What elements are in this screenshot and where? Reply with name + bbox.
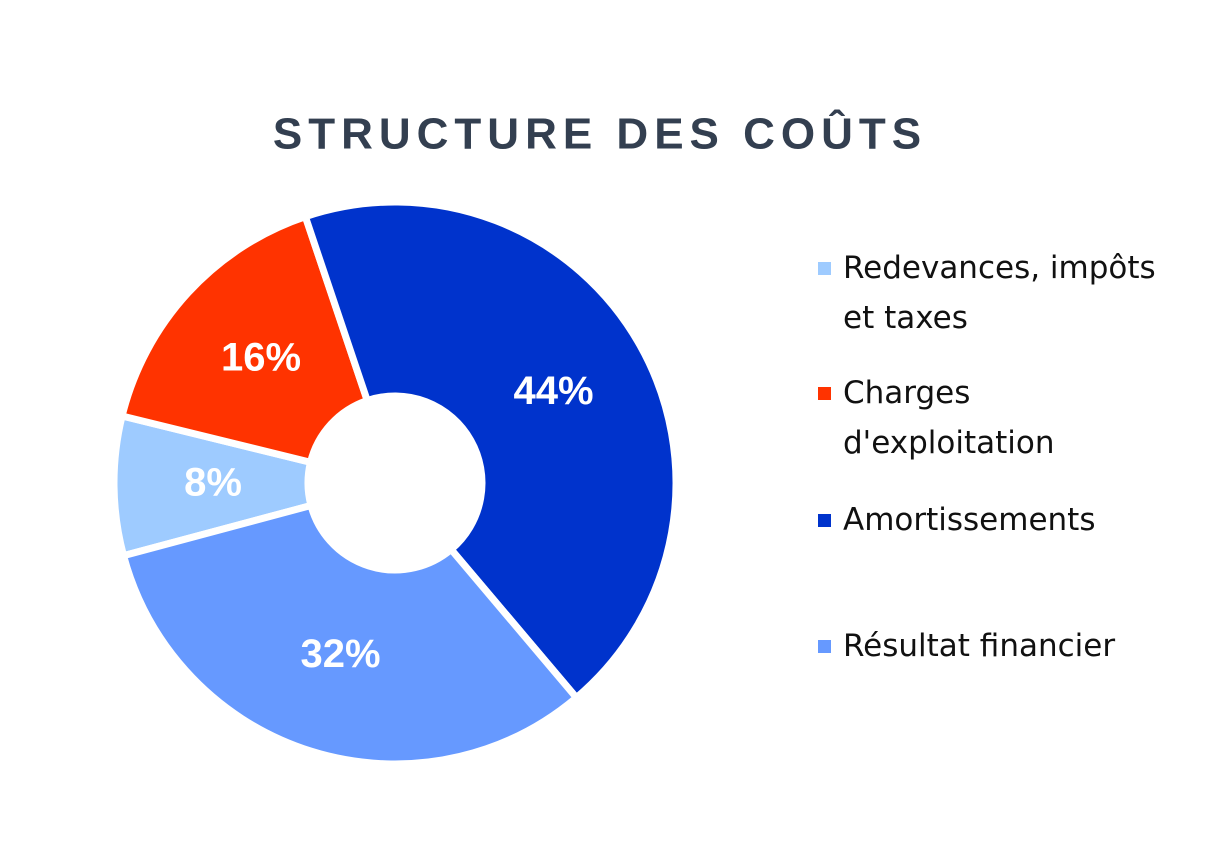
legend-label: Redevances, impôts et taxes	[843, 250, 1156, 336]
legend-label: Résultat financier	[843, 628, 1116, 664]
slice-label: 16%	[221, 335, 301, 379]
slice-label: 32%	[301, 632, 381, 676]
chart-title: STRUCTURE DES COÛTS	[273, 108, 927, 159]
legend-label: Amortissements	[843, 502, 1096, 538]
legend-swatch	[818, 640, 831, 653]
legend-item: Redevances, impôts et taxes	[818, 243, 1178, 343]
slice	[119, 501, 582, 768]
legend-item: Charges d'exploitation	[818, 368, 1178, 468]
legend-label: Charges d'exploitation	[843, 375, 1055, 461]
slice	[300, 198, 680, 703]
legend-item: Amortissements	[818, 495, 1178, 545]
legend-swatch	[818, 387, 831, 400]
legend-item: Résultat financier	[818, 621, 1178, 671]
legend-swatch	[818, 262, 831, 275]
slice-label: 8%	[184, 460, 242, 504]
slice	[117, 212, 372, 467]
slice-label: 44%	[514, 369, 594, 413]
legend-swatch	[818, 514, 831, 527]
